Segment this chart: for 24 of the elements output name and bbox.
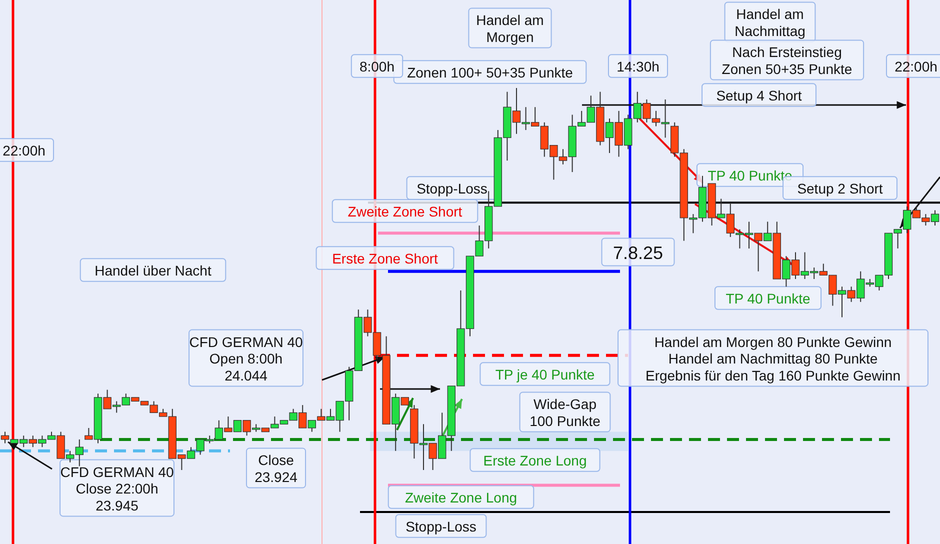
ref-line-label: Stopp-Loss: [406, 518, 476, 535]
text: Zonen 100+ 50+35 Punkte: [407, 64, 574, 81]
text: 22:00h: [894, 58, 938, 75]
ref-line-label: Stopp-Loss: [416, 180, 488, 197]
annotation: Wide-Gap 100 Punkte: [530, 396, 601, 429]
text: Handel am Nachmittag: [734, 6, 806, 39]
annotation: Handel am Morgen 80 Punkte Gewinn Handel am Nachmittag 80 Punkte Ergebnis für den Tag 160 Punkte Gewinn: [645, 334, 901, 384]
ref-line-label: Zweite Zone Long: [404, 490, 518, 506]
annotation: 22:00h: [2, 142, 46, 159]
band-label: Erste Zone Long: [483, 452, 587, 469]
annotation: Handel über Nacht: [94, 262, 212, 279]
text: 14:30h: [616, 58, 660, 75]
ref-line-label: Zweite Zone Short: [348, 204, 462, 220]
annotation: Setup 2 Short: [797, 180, 883, 197]
annotation: TP 40 Punkte: [708, 168, 792, 184]
ref-line-label: Erste Zone Short: [332, 250, 438, 267]
text: Handel am Morgen: [476, 12, 544, 45]
text: Nach Ersteinstieg Zonen 50+35 Punkte: [722, 44, 852, 77]
annotation: Setup 4 Short: [716, 88, 802, 104]
annotation: TP 40 Punkte: [726, 290, 810, 307]
annotation: TP je 40 Punkte: [495, 366, 595, 383]
annotation: Close 23.924: [254, 452, 298, 485]
text: 8:00h: [359, 58, 395, 75]
annotation: 7.8.25: [612, 243, 664, 264]
